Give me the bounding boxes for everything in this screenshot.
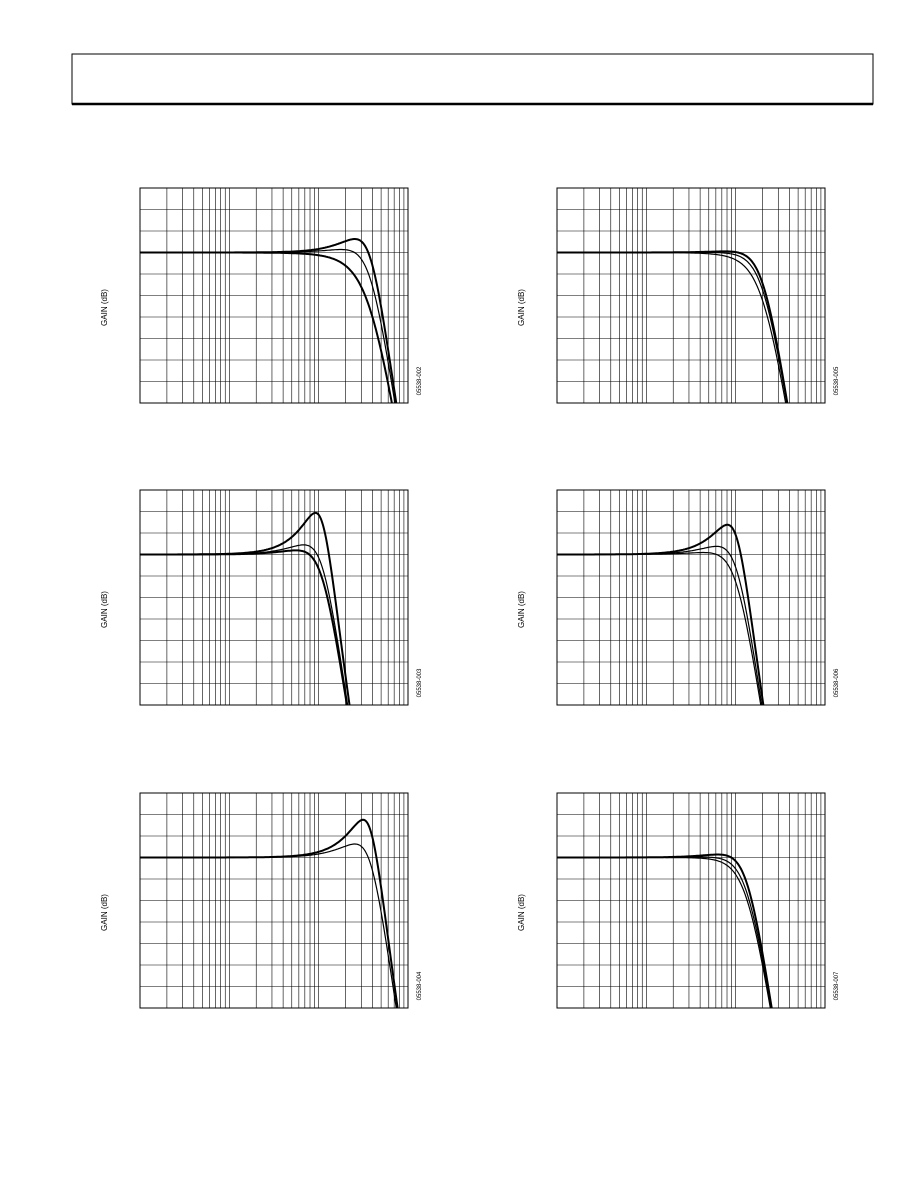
plot: GAIN (dB) 05538-002 bbox=[100, 187, 423, 404]
response-curve bbox=[557, 853, 773, 1008]
plot-frame bbox=[556, 792, 826, 1009]
y-axis-label: GAIN (dB) bbox=[517, 289, 526, 326]
y-axis-label: GAIN (dB) bbox=[517, 591, 526, 628]
plot: GAIN (dB) 05538-007 bbox=[517, 792, 840, 1009]
plot: GAIN (dB) 05538-004 bbox=[100, 792, 423, 1009]
y-axis-label: GAIN (dB) bbox=[517, 894, 526, 931]
response-curve bbox=[557, 551, 762, 705]
plot-frame bbox=[556, 489, 826, 706]
plot-frame bbox=[556, 187, 826, 404]
response-curve bbox=[557, 545, 763, 705]
figure-id: 05538-007 bbox=[834, 971, 840, 1000]
plot-frame bbox=[139, 489, 409, 706]
response-curve bbox=[140, 544, 349, 705]
plot: GAIN (dB) 05538-003 bbox=[100, 489, 423, 706]
response-curve bbox=[140, 238, 398, 403]
y-axis-label: GAIN (dB) bbox=[100, 289, 109, 326]
response-curve bbox=[557, 251, 787, 403]
figure-id: 05538-006 bbox=[834, 668, 840, 697]
plot-frame bbox=[139, 187, 409, 404]
response-curve bbox=[557, 856, 772, 1008]
plot-frame bbox=[139, 792, 409, 1009]
response-curve bbox=[140, 251, 393, 403]
response-curve bbox=[140, 843, 397, 1008]
figure-id: 05538-004 bbox=[417, 971, 423, 1000]
figure-id: 05538-002 bbox=[417, 366, 423, 395]
response-curve bbox=[557, 856, 771, 1008]
response-curve bbox=[140, 818, 399, 1008]
figure-id: 05538-003 bbox=[417, 668, 423, 697]
y-axis-label: GAIN (dB) bbox=[100, 591, 109, 628]
response-curve bbox=[140, 549, 348, 705]
figure-id: 05538-005 bbox=[834, 366, 840, 395]
header-box bbox=[71, 53, 874, 105]
response-curve bbox=[140, 248, 396, 403]
plot: GAIN (dB) 05538-005 bbox=[517, 187, 840, 404]
plot: GAIN (dB) 05538-006 bbox=[517, 489, 840, 706]
y-axis-label: GAIN (dB) bbox=[100, 894, 109, 931]
